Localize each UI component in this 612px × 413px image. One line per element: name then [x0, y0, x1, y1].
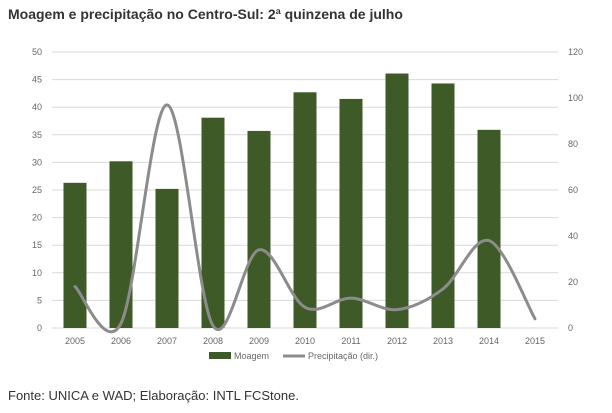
right-tick-label: 0 — [568, 323, 573, 333]
left-tick-label: 40 — [32, 102, 42, 112]
moagem-bars — [63, 73, 501, 329]
x-tick-label: 2015 — [525, 336, 545, 346]
legend: Moagem Precipitação (dir.) — [209, 351, 378, 361]
bar — [155, 188, 179, 328]
x-tick-label: 2014 — [479, 336, 499, 346]
right-tick-label: 40 — [568, 231, 578, 241]
right-tick-label: 100 — [568, 93, 583, 103]
source-note: Fonte: UNICA e WAD; Elaboração: INTL FCS… — [8, 388, 299, 403]
right-tick-label: 20 — [568, 277, 578, 287]
x-tick-label: 2011 — [341, 336, 360, 346]
bar — [339, 98, 363, 328]
left-axis-ticks: 0 5 10 15 20 25 30 35 40 45 50 — [32, 47, 42, 333]
left-tick-label: 25 — [32, 185, 42, 195]
left-tick-label: 10 — [32, 268, 42, 278]
bar — [63, 182, 87, 328]
right-tick-label: 60 — [568, 185, 578, 195]
left-tick-label: 20 — [32, 213, 42, 223]
x-tick-label: 2005 — [65, 336, 85, 346]
chart-title: Moagem e precipitação no Centro-Sul: 2ª … — [8, 6, 403, 22]
left-tick-label: 45 — [32, 75, 42, 85]
right-axis-ticks: 0 20 40 60 80 100 120 — [568, 47, 583, 333]
legend-precipitacao-label: Precipitação (dir.) — [308, 351, 378, 361]
right-tick-label: 80 — [568, 139, 578, 149]
bar — [293, 92, 317, 329]
left-tick-label: 50 — [32, 47, 42, 57]
bar — [477, 129, 501, 328]
bar — [109, 161, 133, 328]
left-tick-label: 30 — [32, 157, 42, 167]
x-tick-label: 2012 — [387, 336, 407, 346]
left-tick-label: 15 — [32, 240, 42, 250]
left-tick-label: 0 — [37, 323, 42, 333]
x-axis-ticks: 2005 2006 2007 2008 2009 2010 2011 2012 2013 2014… — [65, 336, 545, 346]
x-tick-label: 2013 — [433, 336, 453, 346]
bar — [431, 83, 455, 329]
x-tick-label: 2010 — [295, 336, 315, 346]
left-tick-label: 5 — [37, 295, 42, 305]
precipitacao-line — [73, 103, 537, 334]
x-tick-label: 2009 — [249, 336, 269, 346]
legend-moagem-label: Moagem — [234, 351, 269, 361]
x-tick-label: 2008 — [203, 336, 223, 346]
bar — [385, 73, 409, 328]
x-tick-label: 2006 — [111, 336, 131, 346]
left-tick-label: 35 — [32, 130, 42, 140]
x-tick-label: 2007 — [157, 336, 177, 346]
legend-moagem-swatch — [209, 352, 231, 359]
bar — [201, 117, 225, 328]
bar — [247, 130, 271, 328]
right-tick-label: 120 — [568, 47, 583, 57]
